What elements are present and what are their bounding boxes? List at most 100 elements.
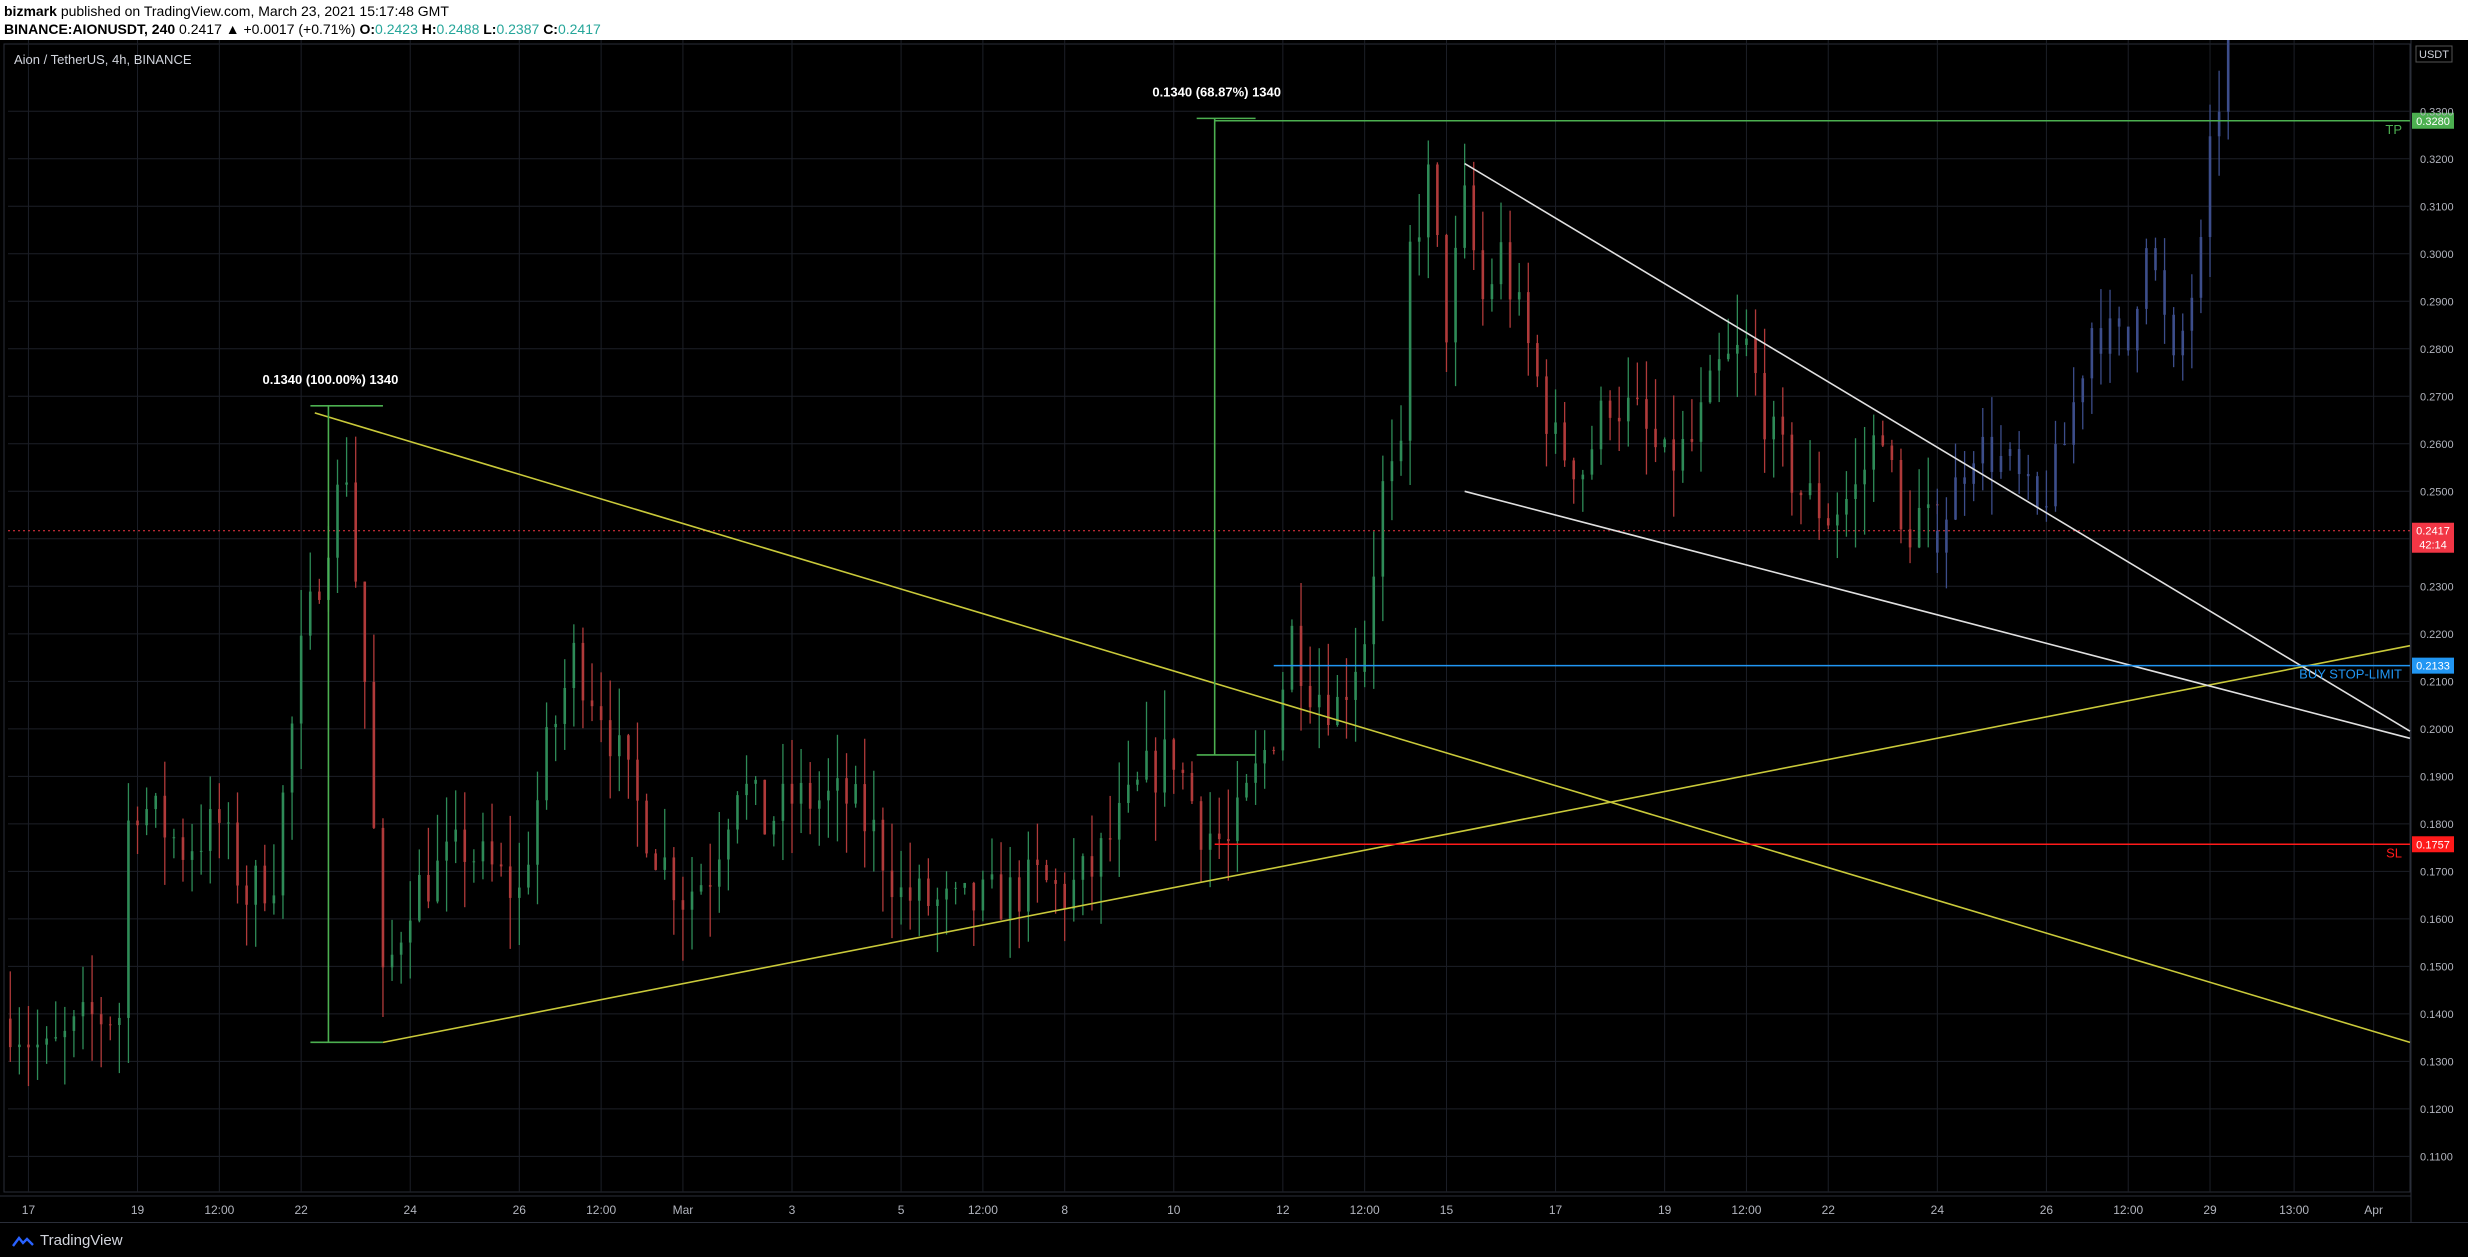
candle-body xyxy=(781,783,785,821)
candle-body xyxy=(736,795,739,830)
candle-body xyxy=(2017,449,2021,475)
candle-body xyxy=(218,809,221,823)
candle-body xyxy=(2199,237,2203,298)
candle-body xyxy=(1154,750,1157,793)
candle-body xyxy=(1799,492,1803,496)
candle-body xyxy=(1772,416,1776,440)
candle-body xyxy=(1036,859,1039,866)
candle-body xyxy=(1127,784,1130,803)
price-tick-label: 0.3100 xyxy=(2420,201,2454,213)
candle-body xyxy=(154,795,158,810)
time-axis[interactable]: 17 19 12:00 22 24 26 12:00 Mar 3 5 12:00 8 10 12 12:00… xyxy=(0,1195,2411,1217)
measure-68pct[interactable]: 0.1340 (68.87%) 1340 xyxy=(1152,84,1281,756)
candle-body xyxy=(581,642,585,701)
candle-body xyxy=(1254,763,1257,783)
candle-body xyxy=(690,891,694,910)
candle-body xyxy=(1017,877,1021,912)
candle-body xyxy=(1299,625,1303,686)
time-tick-label: 19 xyxy=(131,1203,145,1217)
trendline-white-lower[interactable] xyxy=(1464,490,2411,740)
price-axis[interactable]: USDT 0.1100 0.1200 0.1300 0.1400 0.1500 0.1600… xyxy=(2410,40,2454,1222)
candle-body xyxy=(1372,576,1376,645)
candle-body xyxy=(1063,883,1066,910)
time-tick-label: 22 xyxy=(294,1203,308,1217)
candle-body xyxy=(1826,518,1830,526)
candle-body xyxy=(472,861,476,863)
price-tick-label: 0.2500 xyxy=(2420,486,2454,498)
candle-body xyxy=(1908,529,1912,548)
candle-body xyxy=(654,853,657,870)
candle-body xyxy=(499,864,503,867)
candle-body xyxy=(2163,270,2166,315)
price-chart[interactable]: 0.1340 (100.00%) 1340 0.1340 (68.87%) 134… xyxy=(0,40,2468,1222)
candle-body xyxy=(1508,242,1512,300)
candle-body xyxy=(1399,440,1403,462)
trendline-white-upper[interactable] xyxy=(1464,162,2411,732)
candle-body xyxy=(1554,422,1557,434)
level-TP[interactable]: TP 0.3280 xyxy=(1214,112,2454,137)
tradingview-logo[interactable]: TradingView xyxy=(12,1232,123,1249)
symbol-line: BINANCE:AIONUSDT, 240 0.2417 ▲ +0.0017 (… xyxy=(4,21,601,37)
candle-body xyxy=(990,874,994,880)
candle-body xyxy=(1108,838,1112,840)
candle-body xyxy=(481,841,485,862)
candle-body xyxy=(545,727,548,801)
candle-body xyxy=(599,706,603,721)
candle-body xyxy=(1227,839,1230,842)
price-tick-label: 0.2600 xyxy=(2420,439,2454,451)
candle-body xyxy=(172,837,176,839)
time-tick-label: 5 xyxy=(898,1203,905,1217)
candle-body xyxy=(817,800,821,809)
candle-body xyxy=(1590,449,1594,475)
time-tick-label: 26 xyxy=(513,1203,527,1217)
candle-body xyxy=(1463,185,1466,248)
level-SL[interactable]: SL 0.1757 xyxy=(1214,836,2454,860)
candle-body xyxy=(1236,797,1239,842)
candle-body xyxy=(245,885,248,905)
time-tick-label: 10 xyxy=(1167,1203,1181,1217)
candle-body xyxy=(1899,460,1903,530)
candle-body xyxy=(2008,449,2012,456)
candle-body xyxy=(1863,469,1866,485)
candle-body xyxy=(1499,242,1503,285)
candle-body xyxy=(1672,439,1676,471)
candle-body xyxy=(436,860,439,902)
candle-body xyxy=(2081,378,2085,403)
price-tick-label: 0.2300 xyxy=(2420,581,2454,593)
candle-body xyxy=(1790,434,1794,493)
candle-body xyxy=(863,784,867,832)
price-tick-label: 0.1600 xyxy=(2420,914,2454,926)
time-tick-label: 13:00 xyxy=(2279,1203,2309,1217)
brand-text: TradingView xyxy=(40,1232,123,1249)
close-value: 0.2417 xyxy=(557,21,601,37)
candle-body xyxy=(418,874,421,921)
time-tick-label: 12:00 xyxy=(586,1203,616,1217)
level-buy-stop-limit[interactable]: BUY STOP-LIMIT 0.2133 xyxy=(1273,657,2454,682)
candle-body xyxy=(836,778,839,791)
trendline-yellow-upper[interactable] xyxy=(314,412,2411,1044)
candle-body xyxy=(636,759,639,801)
candle-body xyxy=(899,887,903,898)
candle-body xyxy=(936,899,939,906)
candle-body xyxy=(1199,801,1203,850)
level-axis-label: 0.3280 xyxy=(2416,116,2450,128)
low-label: L: xyxy=(483,21,497,37)
candle-body xyxy=(454,829,457,842)
candle-body xyxy=(1290,625,1294,690)
author-name[interactable]: bizmark xyxy=(4,3,57,19)
candle-body xyxy=(1890,445,1894,461)
candle-body xyxy=(1781,416,1785,435)
time-tick-label: 12:00 xyxy=(2113,1203,2143,1217)
current-price-badge xyxy=(2412,522,2454,553)
measure-label: 0.1340 (100.00%) 1340 xyxy=(262,372,398,387)
candle-body xyxy=(717,859,721,887)
measure-100pct[interactable]: 0.1340 (100.00%) 1340 xyxy=(262,372,398,1044)
candle-body xyxy=(1281,689,1285,751)
candle-body xyxy=(727,829,730,860)
candle-body xyxy=(2108,318,2112,354)
candle-body xyxy=(554,723,557,728)
candle-body xyxy=(1317,694,1321,708)
time-tick-label: 17 xyxy=(1549,1203,1563,1217)
candle-body xyxy=(508,866,512,898)
price-tick-label: 0.1400 xyxy=(2420,1009,2454,1021)
